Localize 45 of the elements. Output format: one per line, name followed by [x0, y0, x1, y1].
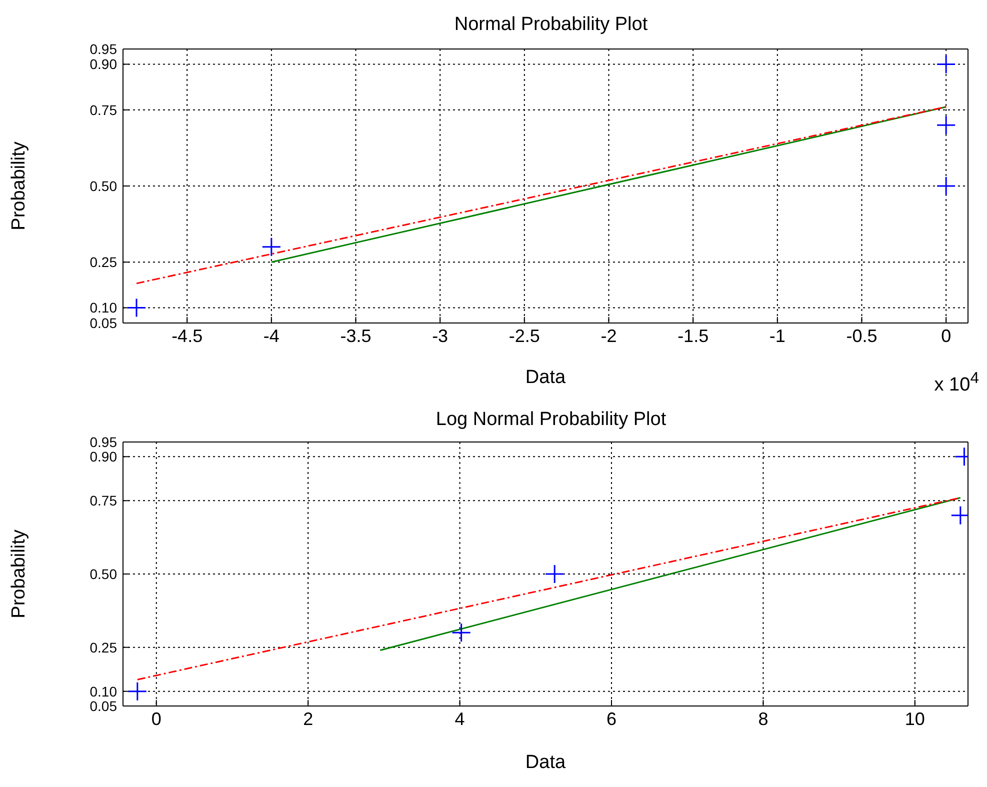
x-tick-label: -4.5	[172, 326, 203, 346]
x-tick-label: -0.5	[846, 326, 878, 346]
y-tick-label: 0.25	[90, 254, 118, 270]
y-tick-label: 0.25	[90, 639, 118, 656]
y-axis-title: Probability	[8, 529, 30, 618]
y-tick-label: 0.50	[90, 566, 118, 582]
x-tick-label: -2	[600, 326, 617, 346]
y-tick-label: 0.75	[90, 102, 118, 118]
y-tick-label: 0.10	[90, 683, 118, 700]
y-tick-label: 0.90	[90, 448, 118, 465]
x-axis-title: Data	[525, 367, 566, 388]
y-tick-label: 0.10	[90, 300, 118, 316]
y-tick-label: 0.05	[90, 698, 118, 714]
x-tick-label: -3	[432, 326, 448, 346]
y-tick-label: 0.90	[90, 56, 118, 72]
point	[452, 622, 472, 642]
chart-title: Normal Probability Plot	[453, 14, 649, 36]
point	[126, 298, 146, 318]
y-axis-title: Probability	[8, 141, 30, 230]
y-tick-label: 0.75	[90, 492, 118, 509]
point	[262, 237, 282, 257]
x-tick-label: -1.5	[678, 326, 709, 346]
x-tick-label: 6	[606, 708, 616, 729]
point	[544, 564, 564, 584]
text: x 10$^{4}$	[934, 370, 979, 396]
x-tick-label: -4	[263, 326, 280, 346]
x-axis-title: Data	[525, 752, 566, 773]
y-tick-label: 0.50	[90, 178, 118, 194]
chart-title: Log Normal Probability Plot	[434, 409, 668, 431]
x-tick-label: 0	[151, 708, 162, 729]
y-tick-label: 0.05	[90, 314, 118, 331]
x-tick-label: 10	[904, 708, 925, 729]
x-tick-label: 0	[941, 326, 952, 346]
x-tick-label: -1	[769, 326, 786, 346]
x-tick-label: 2	[303, 708, 314, 729]
x-tick-label: -2.5	[508, 326, 540, 346]
point	[936, 115, 956, 135]
point	[936, 54, 956, 74]
y-tick-label: 0.95	[90, 40, 118, 57]
y-tick-label: 0.95	[90, 434, 118, 450]
point	[128, 682, 148, 702]
point	[936, 176, 956, 196]
x-tick-label: 8	[758, 708, 768, 729]
x-tick-label: -3.5	[340, 326, 372, 346]
x-tick-label: 4	[454, 708, 465, 729]
